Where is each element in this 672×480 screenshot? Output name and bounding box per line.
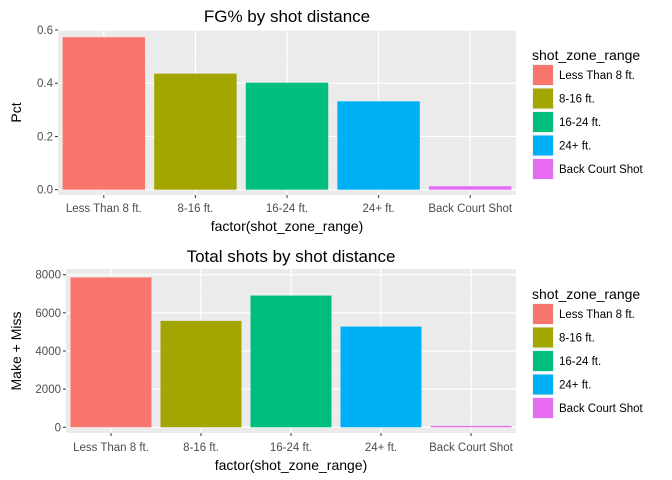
x-axis-title: factor(shot_zone_range) [211,218,364,234]
x-axis-title: factor(shot_zone_range) [215,457,368,473]
legend-title: shot_zone_range [532,47,640,63]
y-tick-label: 0.2 [37,131,53,143]
legend-label-4: Back Court Shot [559,164,644,176]
bar-4 [428,186,512,190]
bar-3 [340,326,422,428]
x-tick-label: Back Court Shot [429,442,514,454]
chart-panel-0: 0.0 0.2 0.4 0.6 Less Than 8 ft. 8-16 ft. 16-24… [8,7,644,234]
legend-swatch-4 [533,398,553,418]
x-tick-label: 8-16 ft. [177,203,213,215]
y-axis-title: Make + Miss [8,312,24,391]
x-tick-label: 24+ ft. [362,203,394,215]
y-tick-label: 6000 [35,308,61,320]
legend-label-1: 8-16 ft. [559,94,595,106]
legend-label-3: 24+ ft. [559,380,591,392]
legend: shot_zone_range Less Than 8 ft. 8-16 ft. 16… [532,47,644,180]
bar-4 [430,425,512,428]
x-tick-label: 16-24 ft. [266,203,308,215]
chart-title: Total shots by shot distance [187,247,396,266]
legend-title: shot_zone_range [532,286,640,302]
y-tick-label: 8000 [35,270,61,282]
legend-swatch-2 [533,351,553,371]
legend-label-2: 16-24 ft. [559,117,601,129]
chart-title: FG% by shot distance [204,7,370,26]
y-tick-label: 4000 [35,346,61,358]
x-tick-label: Back Court Shot [428,203,513,215]
y-axis-title: Pct [8,102,24,122]
x-tick-label: Less Than 8 ft. [73,442,149,454]
legend-label-0: Less Than 8 ft. [559,309,635,321]
legend-swatch-3 [533,374,553,395]
bar-0 [70,277,152,428]
legend-swatch-1 [533,327,553,348]
legend-label-1: 8-16 ft. [559,333,595,345]
legend-label-4: Back Court Shot [559,403,644,415]
y-tick-label: 0.0 [37,185,53,197]
legend-swatch-3 [533,135,553,156]
bar-2 [245,82,329,190]
legend-swatch-0 [533,65,553,85]
x-tick-label: 24+ ft. [365,442,397,454]
y-tick-label: 0.6 [37,25,53,37]
x-tick-label: Less Than 8 ft. [66,203,142,215]
legend-swatch-4 [533,159,553,179]
x-tick-label: 16-24 ft. [270,442,312,454]
bar-0 [62,37,146,190]
legend-label-2: 16-24 ft. [559,356,601,368]
legend: shot_zone_range Less Than 8 ft. 8-16 ft. 16… [532,286,644,419]
x-tick-label: 8-16 ft. [183,442,219,454]
legend-swatch-0 [533,304,553,324]
bar-1 [154,73,237,190]
legend-label-0: Less Than 8 ft. [559,70,635,82]
y-tick-label: 0 [55,422,61,434]
chart-panel-1: 0 2000 4000 6000 8000 Less Than 8 ft. 8-16 ft.… [8,247,644,473]
bar-1 [160,320,242,428]
legend-swatch-1 [533,88,553,109]
bar-2 [250,295,332,428]
legend-label-3: 24+ ft. [559,141,591,153]
bar-3 [337,101,420,190]
legend-swatch-2 [533,112,553,132]
y-tick-label: 0.4 [37,78,54,90]
y-tick-label: 2000 [35,384,61,396]
